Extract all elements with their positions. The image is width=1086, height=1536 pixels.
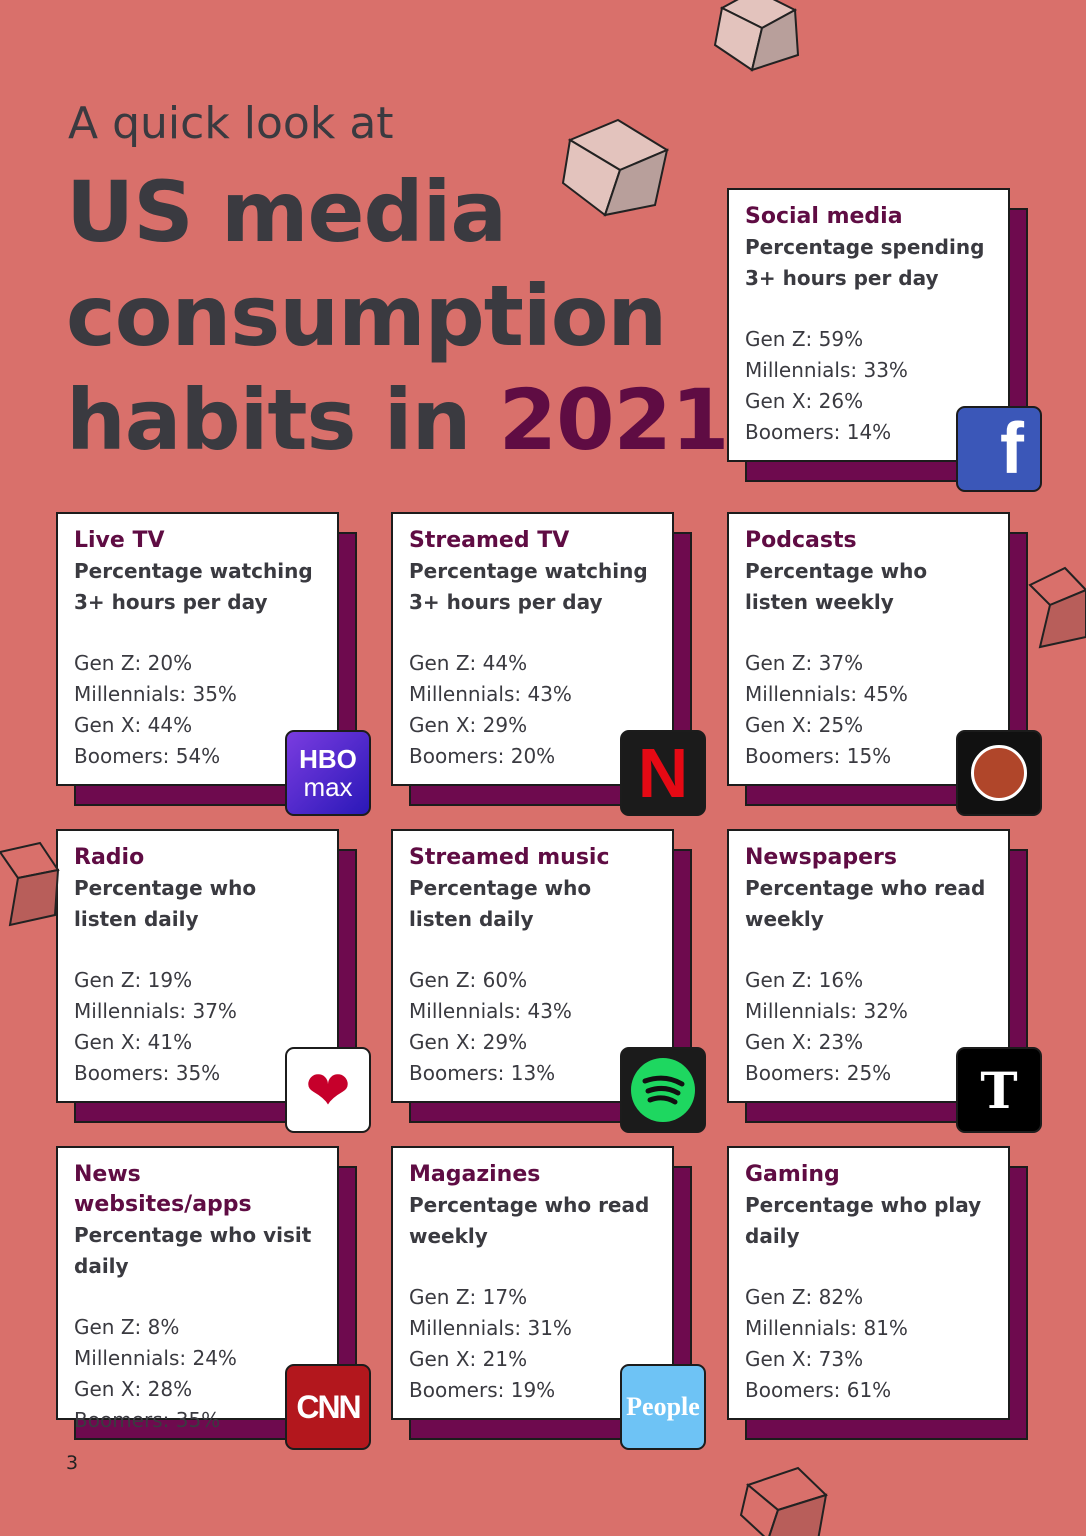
new-york-times-icon: T [956, 1047, 1042, 1133]
stat-line: Boomers: 19% [409, 1378, 556, 1402]
stat-line: Gen Z: 8% [74, 1315, 180, 1339]
stat-line: Millennials: 45% [745, 682, 908, 706]
cnn-icon: CNN [285, 1364, 371, 1450]
card-subtitle: Percentage who listen daily [409, 876, 592, 931]
card-streamed-music: Streamed music Percentage who listen dail… [391, 829, 706, 1133]
stat-line: Gen Z: 37% [745, 651, 864, 675]
stat-line: Boomers: 54% [74, 744, 221, 768]
facebook-icon: f [956, 406, 1042, 492]
stat-line: Gen X: 29% [409, 1030, 528, 1054]
cube-decoration [713, 0, 800, 72]
spotify-icon [620, 1047, 706, 1133]
card-subtitle: Percentage who read weekly [745, 876, 986, 931]
kicker: A quick look at [68, 98, 394, 149]
card-newspapers: Newspapers Percentage who read weekly Gen … [727, 829, 1042, 1133]
card-subtitle: Percentage who visit daily [74, 1223, 312, 1278]
stat-line: Millennials: 33% [745, 358, 908, 382]
card-subtitle: Percentage who read weekly [409, 1193, 650, 1248]
stat-line: Gen Z: 19% [74, 968, 193, 992]
stat-line: Gen X: 28% [74, 1377, 193, 1401]
stat-line: Boomers: 20% [409, 744, 556, 768]
card-face: Live TV Percentage watching 3+ hours per … [56, 512, 339, 786]
stat-line: Gen X: 21% [409, 1347, 528, 1371]
card-magazines: Magazines Percentage who read weekly Gen Z… [391, 1146, 706, 1450]
card-radio: Radio Percentage who listen daily Gen Z: 1… [56, 829, 371, 1133]
netflix-icon: N [620, 730, 706, 816]
stat-line: Boomers: 35% [74, 1061, 221, 1085]
card-title: Newspapers [745, 845, 897, 870]
card-face: Social media Percentage spending 3+ hours… [727, 188, 1010, 462]
title-year: 2021 [498, 371, 730, 469]
card-title: Social media [745, 204, 903, 229]
title-line-1: US media [66, 163, 507, 261]
card-title: Magazines [409, 1162, 541, 1187]
stat-line: Gen X: 23% [745, 1030, 864, 1054]
stat-line: Millennials: 24% [74, 1346, 237, 1370]
card-title: Podcasts [745, 528, 857, 553]
card-subtitle: Percentage who listen weekly [745, 559, 928, 614]
cube-decoration [739, 1466, 828, 1536]
stat-line: Gen X: 26% [745, 389, 864, 413]
iheartradio-icon: ❤ [285, 1047, 371, 1133]
stat-line: Boomers: 14% [745, 420, 892, 444]
stat-line: Millennials: 43% [409, 682, 572, 706]
card-subtitle: Percentage watching 3+ hours per day [409, 559, 648, 614]
title-line-3-text: habits in [66, 371, 499, 469]
stat-line: Boomers: 13% [409, 1061, 556, 1085]
stat-line: Millennials: 35% [74, 682, 237, 706]
hbo-max-icon: HBO max [285, 730, 371, 816]
card-subtitle: Percentage who play daily [745, 1193, 982, 1248]
stat-line: Boomers: 25% [745, 1061, 892, 1085]
card-title: Live TV [74, 528, 165, 553]
card-news-websites-apps: News websites/apps Percentage who visit d… [56, 1146, 371, 1450]
stat-line: Gen Z: 60% [409, 968, 528, 992]
people-icon: People [620, 1364, 706, 1450]
card-subtitle: Percentage watching 3+ hours per day [74, 559, 313, 614]
stat-line: Boomers: 35% [74, 1408, 221, 1432]
card-title: Radio [74, 845, 145, 870]
stat-line: Boomers: 61% [745, 1378, 892, 1402]
card-title: Gaming [745, 1162, 840, 1187]
card-face: Gaming Percentage who play daily Gen Z: 82… [727, 1146, 1010, 1420]
stat-line: Gen Z: 20% [74, 651, 193, 675]
card-subtitle: Percentage who listen daily [74, 876, 257, 931]
stat-line: Gen X: 44% [74, 713, 193, 737]
stat-line: Millennials: 32% [745, 999, 908, 1023]
stat-line: Gen Z: 59% [745, 327, 864, 351]
card-gaming: Gaming Percentage who play daily Gen Z: 82… [727, 1146, 1028, 1440]
stat-line: Millennials: 37% [74, 999, 237, 1023]
stat-line: Boomers: 15% [745, 744, 892, 768]
stat-line: Gen Z: 44% [409, 651, 528, 675]
joe-rogan-experience-icon [956, 730, 1042, 816]
title-line-3: habits in 2021 [66, 368, 730, 472]
stat-line: Millennials: 43% [409, 999, 572, 1023]
stat-line: Gen X: 29% [409, 713, 528, 737]
card-face: Streamed music Percentage who listen dail… [391, 829, 674, 1103]
cube-decoration [0, 841, 60, 927]
page-title: US media consumption habits in 2021 [66, 160, 730, 472]
card-title: Streamed music [409, 845, 610, 870]
stat-line: Gen X: 41% [74, 1030, 193, 1054]
cube-decoration [561, 118, 670, 217]
stat-line: Gen Z: 82% [745, 1285, 864, 1309]
card-title: News websites/apps [74, 1162, 252, 1217]
card-title: Streamed TV [409, 528, 570, 553]
cube-decoration [1028, 566, 1086, 649]
stat-line: Millennials: 31% [409, 1316, 572, 1340]
card-live-tv: Live TV Percentage watching 3+ hours per … [56, 512, 371, 816]
card-subtitle: Percentage spending 3+ hours per day [745, 235, 985, 290]
stat-line: Gen X: 25% [745, 713, 864, 737]
stat-line: Gen Z: 16% [745, 968, 864, 992]
stat-line: Millennials: 81% [745, 1316, 908, 1340]
stat-line: Gen Z: 17% [409, 1285, 528, 1309]
page-number: 3 [66, 1452, 79, 1474]
card-streamed-tv: Streamed TV Percentage watching 3+ hours … [391, 512, 706, 816]
card-podcasts: Podcasts Percentage who listen weekly Gen … [727, 512, 1042, 816]
card-social-media: Social media Percentage spending 3+ hours… [727, 188, 1042, 492]
title-line-2: consumption [66, 267, 667, 365]
stat-line: Gen X: 73% [745, 1347, 864, 1371]
